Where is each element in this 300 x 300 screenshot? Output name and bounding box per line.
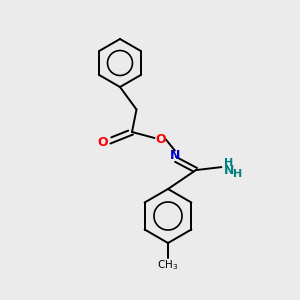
Text: CH$_3$: CH$_3$: [158, 258, 178, 272]
Text: N: N: [170, 149, 180, 163]
Text: N: N: [224, 164, 234, 177]
Text: O: O: [155, 133, 166, 146]
Text: O: O: [98, 136, 108, 149]
Text: H: H: [233, 169, 242, 179]
Text: H: H: [224, 158, 233, 168]
